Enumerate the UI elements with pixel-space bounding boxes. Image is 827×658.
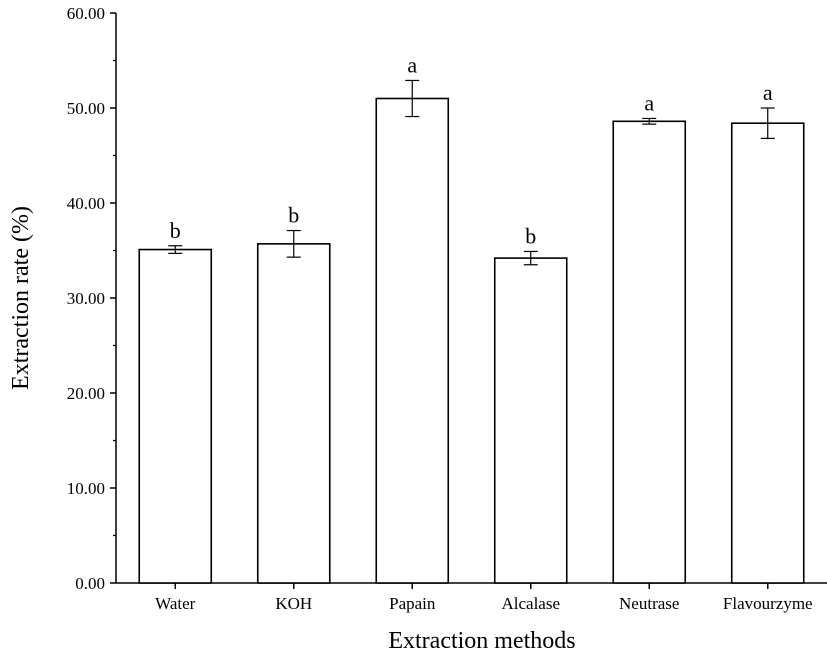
y-tick-label: 20.00: [67, 384, 105, 403]
bar-water: [138, 248, 213, 584]
significance-label: a: [407, 52, 417, 77]
significance-label: a: [763, 80, 773, 105]
bar-papain: [375, 97, 450, 584]
significance-label: a: [644, 90, 654, 115]
x-tick-label: Water: [155, 594, 195, 613]
x-axis-title: Extraction methods: [388, 628, 575, 654]
bar-neutrase: [612, 120, 687, 584]
y-tick-label: 60.00: [67, 4, 105, 23]
x-tick-label: KOH: [275, 594, 312, 613]
plot-area: 0.00 10.00 20.00 30.00 40.00 50.00 60.00 b Water…: [67, 4, 827, 613]
y-tick-label: 50.00: [67, 99, 105, 118]
x-tick-label: Alcalase: [501, 594, 560, 613]
y-tick-label: 40.00: [67, 194, 105, 213]
x-tick-label: Papain: [389, 594, 436, 613]
bar-flavourzyme: [730, 122, 805, 584]
y-axis-title: Extraction rate (%): [8, 206, 34, 390]
y-tick-label: 30.00: [67, 289, 105, 308]
y-tick-label: 0.00: [75, 574, 105, 593]
significance-label: b: [288, 203, 299, 228]
significance-label: b: [170, 218, 181, 243]
x-tick-label: Flavourzyme: [723, 594, 813, 613]
significance-label: b: [525, 223, 536, 248]
x-tick-label: Neutrase: [619, 594, 679, 613]
bar-koh: [256, 243, 331, 584]
bar-alcalase: [493, 257, 568, 584]
y-tick-label: 10.00: [67, 479, 105, 498]
